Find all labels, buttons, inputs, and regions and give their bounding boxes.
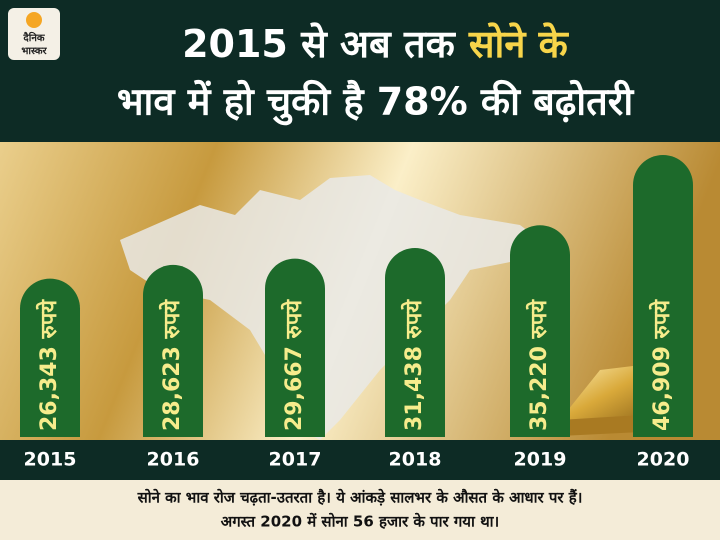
logo-text: दैनिक — [22, 31, 45, 44]
year-strip — [0, 440, 720, 480]
value-label: 46,909 रुपये — [648, 299, 675, 431]
logo-text: भास्कर — [21, 46, 47, 57]
chart-title: भाव में हो चुकी है 78% की बढ़ोतरी — [117, 80, 634, 126]
note: सोने का भाव रोज चढ़ता-उतरता है। ये आंकड़… — [137, 489, 583, 507]
note-panel — [0, 480, 720, 540]
map-shape — [120, 175, 540, 440]
bar — [510, 225, 570, 437]
bar — [143, 264, 203, 437]
value-label: 29,667 रुपये — [280, 299, 307, 431]
x-tick-label: 2015 — [24, 449, 77, 471]
chart-title: 2015 से अब तक सोने के — [182, 22, 570, 66]
x-tick-label: 2019 — [514, 449, 567, 471]
x-tick-label: 2018 — [389, 449, 442, 471]
bar — [265, 258, 325, 437]
value-label: 35,220 रुपये — [525, 299, 552, 431]
x-tick-label: 2017 — [269, 449, 322, 471]
title-highlight: सोने के — [468, 22, 570, 66]
value-label: 31,438 रुपये — [400, 299, 427, 431]
bar — [20, 278, 80, 437]
header — [0, 0, 720, 142]
bar — [385, 248, 445, 437]
x-tick-label: 2016 — [147, 449, 200, 471]
x-tick-label: 2020 — [637, 449, 690, 471]
bar — [633, 155, 693, 437]
logo-sun — [26, 12, 42, 28]
note: अगस्त 2020 में सोना 56 हजार के पार गया थ… — [221, 513, 499, 531]
value-label: 28,623 रुपये — [158, 299, 185, 431]
logo-box — [8, 8, 60, 60]
value-label: 26,343 रुपये — [35, 299, 62, 431]
title-part: 2015 से अब तक — [182, 22, 457, 66]
